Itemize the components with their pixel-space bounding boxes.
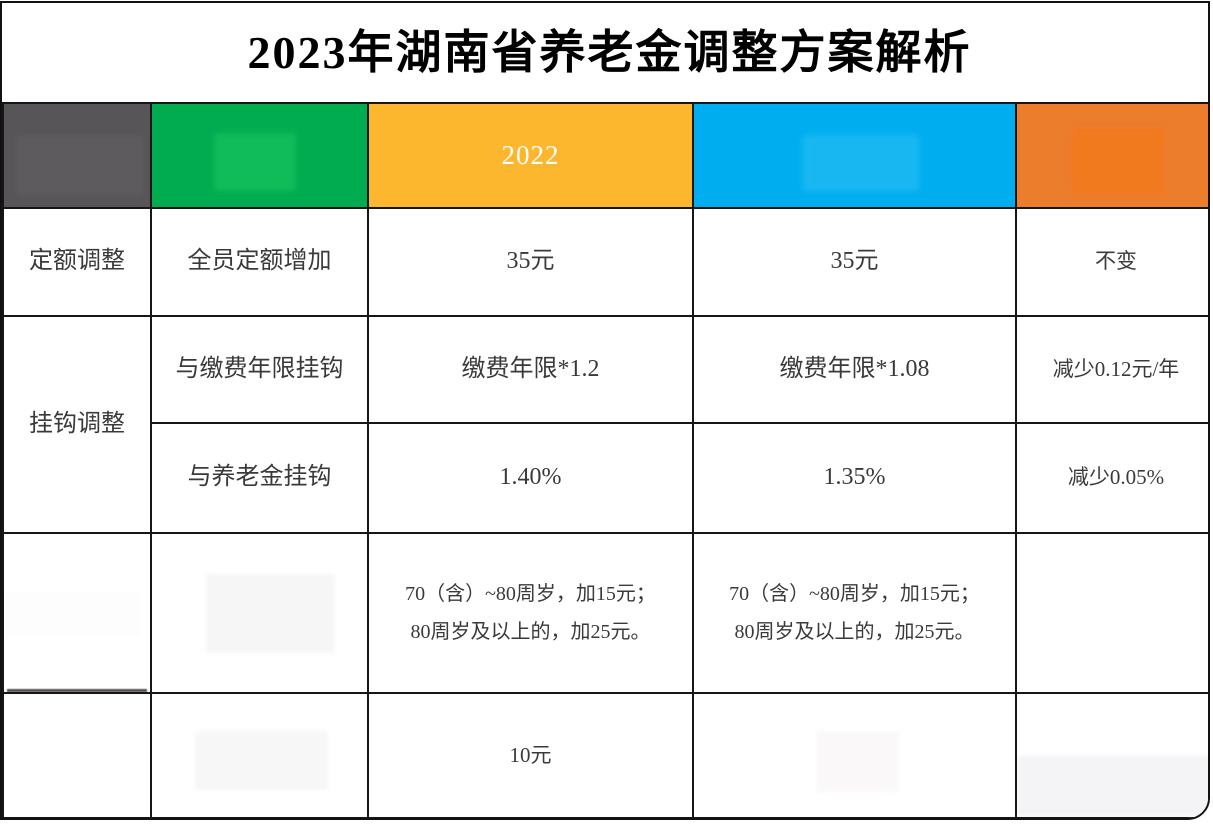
table-row: 10元 (2, 692, 1208, 818)
cell-2022-fixed: 35元 (367, 207, 694, 317)
redaction-blur (1072, 128, 1164, 193)
cell-change-extra (1014, 692, 1208, 818)
line-artifact (6, 689, 148, 691)
cell-change-age (1014, 532, 1208, 694)
header-cell-item (150, 102, 369, 209)
cell-item-pension: 与养老金挂钩 (150, 422, 369, 534)
cell-category-extra (2, 692, 152, 818)
cell-2022-pension: 1.40% (367, 422, 694, 534)
cell-2023-age: 70（含）~80周岁，加15元； 80周岁及以上的，加25元。 (692, 532, 1017, 694)
cell-2023-years: 缴费年限*1.08 (692, 315, 1017, 424)
cell-item-extra (150, 692, 369, 818)
age-rule-line1: 70（含）~80周岁，加15元； (405, 583, 656, 605)
table-row: 70（含）~80周岁，加15元； 80周岁及以上的，加25元。 70（含）~80… (2, 532, 1208, 694)
cell-change-years: 减少0.12元/年 (1014, 315, 1208, 424)
cell-change-fixed: 不变 (1014, 207, 1208, 317)
cell-2023-fixed: 35元 (692, 207, 1017, 317)
redaction-blur (15, 134, 145, 195)
cell-change-pension: 减少0.05% (1014, 422, 1208, 534)
cell-category-fixed: 定额调整 (2, 207, 152, 317)
header-cell-change (1014, 102, 1208, 209)
header-cell-2023 (692, 102, 1017, 209)
age-rule-line2: 80周岁及以上的，加25元。 (410, 621, 651, 643)
cell-item-age (150, 532, 369, 694)
redaction-blur (205, 573, 335, 653)
cell-category-age (2, 532, 152, 694)
cell-category-linked: 挂钩调整 (2, 315, 152, 534)
cell-2022-age: 70（含）~80周岁，加15元； 80周岁及以上的，加25元。 (367, 532, 694, 694)
redaction-blur (5, 591, 140, 635)
title-cell: 2023年湖南省养老金调整方案解析 (3, 3, 1208, 104)
header-cell-2022: 2022 (367, 102, 694, 209)
header-label-2022: 2022 (501, 139, 560, 170)
cell-2023-pension: 1.35% (692, 422, 1017, 534)
cell-2022-extra: 10元 (367, 692, 694, 818)
page-title: 2023年湖南省养老金调整方案解析 (247, 26, 972, 78)
table-row: 挂钩调整 与缴费年限挂钩 缴费年限*1.2 缴费年限*1.08 减少0.12元/… (2, 315, 1208, 534)
header-cell-category (2, 102, 152, 209)
table-row: 定额调整 全员定额增加 35元 35元 不变 (2, 207, 1208, 317)
redaction-blur (214, 132, 297, 191)
cell-2023-extra (692, 692, 1017, 818)
redaction-blur (1018, 755, 1208, 816)
cell-item-years: 与缴费年限挂钩 (150, 315, 369, 424)
cell-item-fixed: 全员定额增加 (150, 207, 369, 317)
cell-2022-years: 缴费年限*1.2 (367, 315, 694, 424)
pension-adjustment-table: 2023年湖南省养老金调整方案解析 2022 定额调整 全员定额增加 35元 (2, 3, 1208, 818)
age-rule-line1: 70（含）~80周岁，加15元； (729, 583, 980, 605)
table-row: 与养老金挂钩 1.40% 1.35% 减少0.05% (3, 422, 1208, 534)
redaction-blur (815, 730, 900, 793)
redaction-blur (195, 730, 329, 790)
redaction-blur (803, 134, 919, 191)
age-rule-line2: 80周岁及以上的，加25元。 (734, 621, 975, 643)
